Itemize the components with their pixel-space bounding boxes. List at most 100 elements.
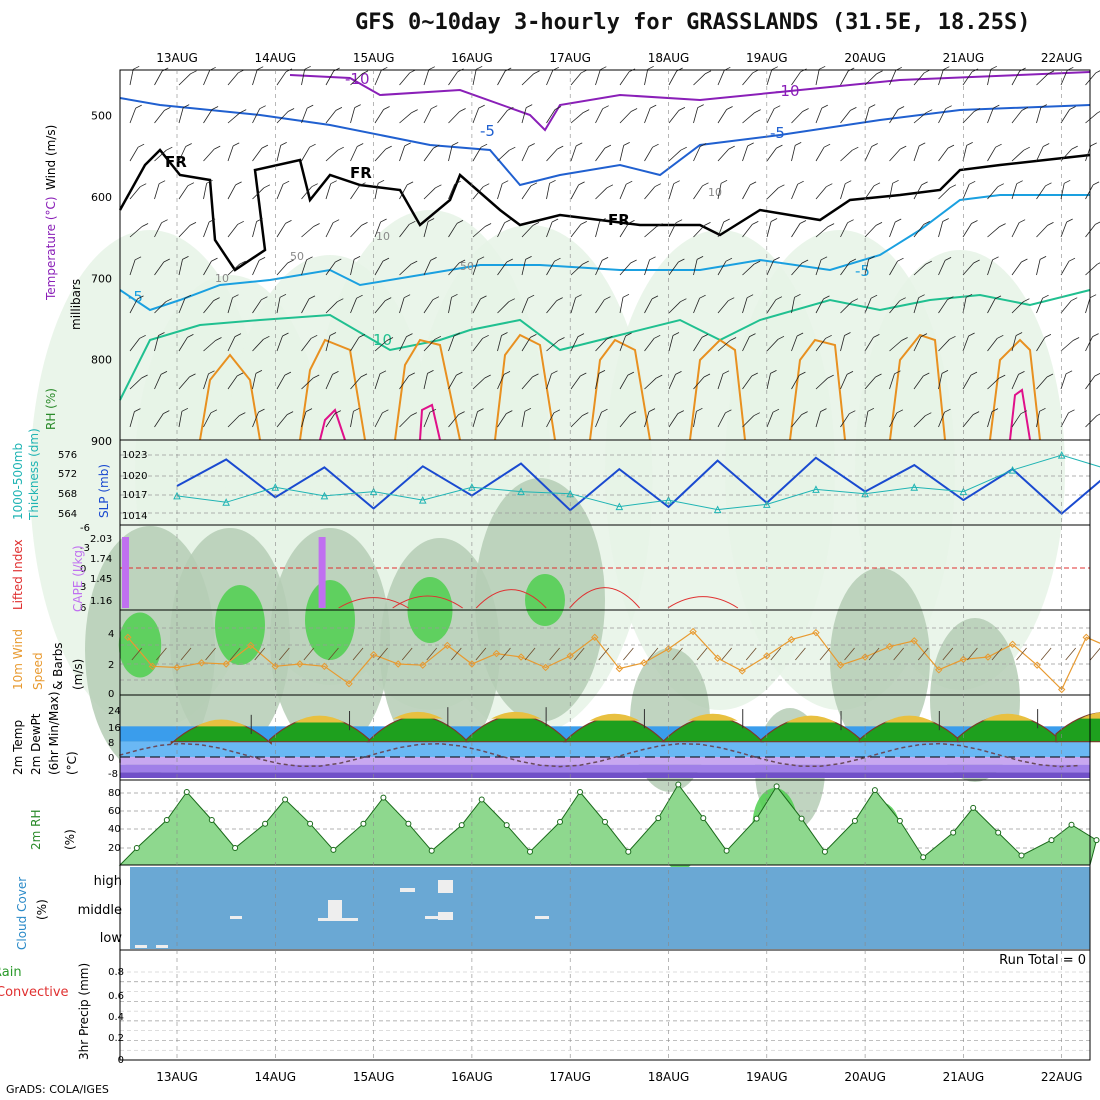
wind-barb: [423, 147, 434, 162]
wind-barb: [771, 66, 778, 71]
wind-barb: [717, 260, 727, 276]
rh-point: [458, 822, 465, 829]
contour-label: FR: [165, 153, 187, 171]
wind-barb: [1039, 407, 1046, 412]
wind-barb: [164, 107, 171, 111]
wind-barb: [770, 647, 782, 661]
wind-barb: [675, 219, 683, 224]
wind-speed-point: [296, 660, 304, 668]
wind-speed-point: [419, 661, 427, 669]
wind-barb: [746, 294, 754, 299]
wind-barb: [745, 647, 757, 661]
wind-barb: [332, 371, 339, 375]
wind-barb: [595, 299, 605, 314]
rh-point: [602, 818, 608, 825]
contour-line: [119, 97, 1091, 187]
cape-tick: 1.74: [90, 554, 112, 565]
wind-barb: [306, 256, 313, 261]
wind-barb: [962, 335, 969, 352]
wind-barb: [595, 187, 608, 200]
wind-barb: [480, 143, 488, 148]
wind-barb: [647, 65, 654, 70]
wind-barb: [325, 335, 331, 352]
wind-barb: [913, 297, 919, 314]
wind-barb: [129, 186, 141, 200]
wind-barb: [1011, 183, 1018, 200]
wind-barb: [1085, 112, 1098, 124]
wind-barb: [570, 297, 576, 314]
wind-barb: [938, 187, 951, 200]
x-label-top: 22AUG: [1041, 51, 1083, 65]
wind-barb: [203, 300, 214, 314]
wind-barb: [582, 260, 589, 265]
wind-barb: [580, 372, 587, 377]
wind-barb: [521, 146, 530, 162]
slp-line: [176, 456, 1100, 515]
wind-barb: [840, 149, 853, 162]
wind-barb: [604, 296, 611, 301]
wind-barb: [261, 144, 269, 149]
temp-label: (°C): [65, 751, 79, 775]
wind-barb: [693, 376, 705, 390]
wind-barb: [1085, 297, 1091, 314]
wind-barb: [239, 412, 246, 416]
wind-barb: [794, 293, 801, 298]
wind-barb: [1011, 374, 1019, 390]
wind-barb: [382, 257, 390, 262]
wind-barb: [704, 70, 712, 75]
wind-barb: [774, 105, 781, 110]
wind-barb: [361, 222, 368, 226]
rh-shading: [30, 210, 1065, 870]
wind-speed-point: [271, 662, 280, 671]
wind-barb: [704, 222, 711, 226]
wind-barb: [282, 180, 290, 185]
wind-barb: [868, 256, 875, 260]
wind-barb: [791, 184, 799, 200]
wind-barb: [1095, 221, 1100, 225]
wind-barb: [211, 257, 218, 262]
wind-speed-point: [1082, 633, 1090, 642]
wind-barb: [850, 107, 857, 111]
wind-barb: [165, 298, 172, 303]
wind-barb: [237, 372, 244, 377]
thickness-point: [615, 502, 624, 511]
rh-point: [307, 820, 314, 827]
wind-barb: [945, 105, 952, 110]
wind-barb: [215, 337, 222, 341]
wind-speed-point: [836, 661, 845, 669]
wind-barb: [864, 337, 874, 352]
wind-barb: [454, 180, 461, 185]
wind-barb: [570, 72, 582, 86]
thickness-point: [762, 500, 771, 508]
x-label-bottom: 14AUG: [255, 1070, 297, 1084]
wind-speed-point: [222, 660, 230, 668]
wind-barb: [938, 69, 944, 86]
wind-barb: [742, 224, 753, 238]
rh-point: [1018, 852, 1025, 859]
wind-speed-point: [591, 633, 599, 642]
wind-barb: [546, 300, 558, 314]
wind-barb: [893, 647, 904, 661]
wind-barb: [644, 107, 651, 124]
wind-barb: [399, 297, 405, 314]
rh-point: [133, 845, 140, 851]
wind-barb: [399, 112, 412, 124]
wind-barb: [913, 145, 920, 162]
wind-barb: [233, 142, 240, 147]
wind-barb: [796, 332, 804, 337]
wind-barb: [889, 300, 901, 314]
wind-barb: [350, 185, 360, 200]
wind-barb: [301, 377, 314, 390]
wind-speed-point: [1057, 685, 1066, 694]
wind-barb: [521, 107, 527, 124]
wind-barb: [158, 332, 165, 336]
wind-barb: [185, 143, 192, 147]
wind-barb: [374, 109, 384, 124]
wind-barb: [668, 149, 682, 162]
wind-barb: [889, 109, 899, 124]
thickness-point: [713, 505, 722, 514]
wind-barb: [889, 373, 895, 390]
wind-barb: [680, 298, 687, 303]
wind-barb: [604, 144, 612, 149]
precip-label: 3hr Precip (mm): [77, 963, 91, 1060]
